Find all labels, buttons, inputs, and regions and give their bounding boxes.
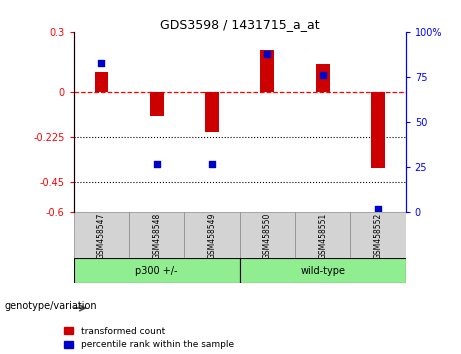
- Bar: [74, 258, 240, 283]
- Text: GSM458550: GSM458550: [263, 212, 272, 259]
- Point: [319, 72, 326, 78]
- Bar: [295, 212, 350, 258]
- Bar: [350, 212, 406, 258]
- Title: GDS3598 / 1431715_a_at: GDS3598 / 1431715_a_at: [160, 18, 319, 31]
- Bar: [240, 258, 406, 283]
- Bar: [371, 92, 385, 168]
- Legend: transformed count, percentile rank within the sample: transformed count, percentile rank withi…: [65, 327, 234, 349]
- Text: genotype/variation: genotype/variation: [5, 301, 97, 311]
- Point: [264, 51, 271, 56]
- Point: [374, 206, 382, 212]
- Bar: [205, 92, 219, 132]
- Bar: [316, 64, 330, 92]
- Text: wild-type: wild-type: [300, 266, 345, 276]
- Bar: [240, 212, 295, 258]
- Text: GSM458547: GSM458547: [97, 212, 106, 259]
- Bar: [95, 72, 108, 92]
- Text: GSM458551: GSM458551: [318, 212, 327, 258]
- Point: [208, 161, 216, 166]
- Text: GSM458548: GSM458548: [152, 212, 161, 258]
- Text: GSM458552: GSM458552: [373, 212, 383, 258]
- Text: GSM458549: GSM458549: [207, 212, 217, 259]
- Bar: [184, 212, 240, 258]
- Bar: [150, 92, 164, 116]
- Point: [98, 60, 105, 65]
- Bar: [74, 212, 129, 258]
- Point: [153, 161, 160, 166]
- Bar: [260, 50, 274, 92]
- Bar: [129, 212, 184, 258]
- Text: p300 +/-: p300 +/-: [136, 266, 178, 276]
